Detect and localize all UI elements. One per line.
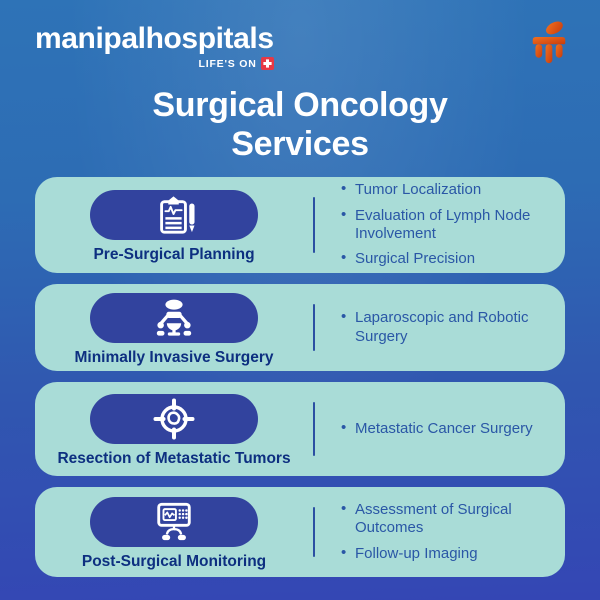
bullet-item: Tumor Localization (341, 180, 549, 199)
card-left: Pre-Surgical Planning (35, 177, 313, 273)
icon-pill (90, 497, 258, 547)
brand-wordmark: manipalhospitals (35, 22, 274, 55)
bullet-list: Tumor Localization Evaluation of Lymph N… (315, 177, 565, 273)
icon-pill (90, 190, 258, 240)
vertical-divider (313, 507, 315, 557)
manipal-m-lamp-icon (532, 21, 566, 64)
tagline-row: LIFE'S ON (35, 57, 274, 70)
red-cross-icon (260, 57, 274, 70)
card-minimally-invasive-surgery: Minimally Invasive Surgery Laparoscopic … (35, 284, 565, 371)
bullet-item: Metastatic Cancer Surgery (341, 419, 549, 438)
brand-block: manipalhospitals LIFE'S ON (35, 24, 274, 70)
card-label: Resection of Metastatic Tumors (57, 450, 291, 467)
services-list: Pre-Surgical Planning Tumor Localization… (35, 177, 565, 577)
card-label: Post-Surgical Monitoring (81, 553, 267, 570)
icon-pill (90, 394, 258, 444)
bullet-item: Follow-up Imaging (341, 544, 549, 563)
page-title-line1: Surgical Oncology (152, 86, 448, 124)
vertical-divider (313, 304, 315, 351)
vertical-divider (313, 197, 315, 253)
bullet-item: Laparoscopic and Robotic Surgery (341, 308, 549, 346)
page-title: Surgical Oncology Services (0, 86, 600, 164)
card-left: Minimally Invasive Surgery (35, 284, 313, 371)
card-left: Resection of Metastatic Tumors (35, 382, 313, 476)
page-title-line2: Services (231, 125, 369, 163)
clipboard-pen-icon (160, 196, 195, 234)
patient-monitor-icon (157, 502, 191, 541)
card-label: Minimally Invasive Surgery (74, 348, 274, 366)
bullet-item: Evaluation of Lymph Node Involvement (341, 206, 549, 244)
bullet-list: Metastatic Cancer Surgery (315, 382, 565, 476)
bullet-item: Assessment of Surgical Outcomes (341, 500, 549, 538)
card-pre-surgical-planning: Pre-Surgical Planning Tumor Localization… (35, 177, 565, 273)
icon-pill (90, 292, 258, 343)
tagline-text: LIFE'S ON (198, 57, 257, 70)
card-label: Pre-Surgical Planning (93, 246, 255, 263)
bullet-item: Surgical Precision (341, 249, 549, 268)
card-post-surgical-monitoring: Post-Surgical Monitoring Assessment of S… (35, 487, 565, 577)
card-left: Post-Surgical Monitoring (35, 487, 313, 577)
bullet-list: Laparoscopic and Robotic Surgery (315, 284, 565, 371)
vertical-divider (313, 402, 315, 456)
card-resection-of-metastatic-tumors: Resection of Metastatic Tumors Metastati… (35, 382, 565, 476)
target-tumor-icon (153, 398, 195, 440)
surgical-robot-icon (156, 299, 192, 336)
bullet-list: Assessment of Surgical Outcomes Follow-u… (315, 487, 565, 577)
